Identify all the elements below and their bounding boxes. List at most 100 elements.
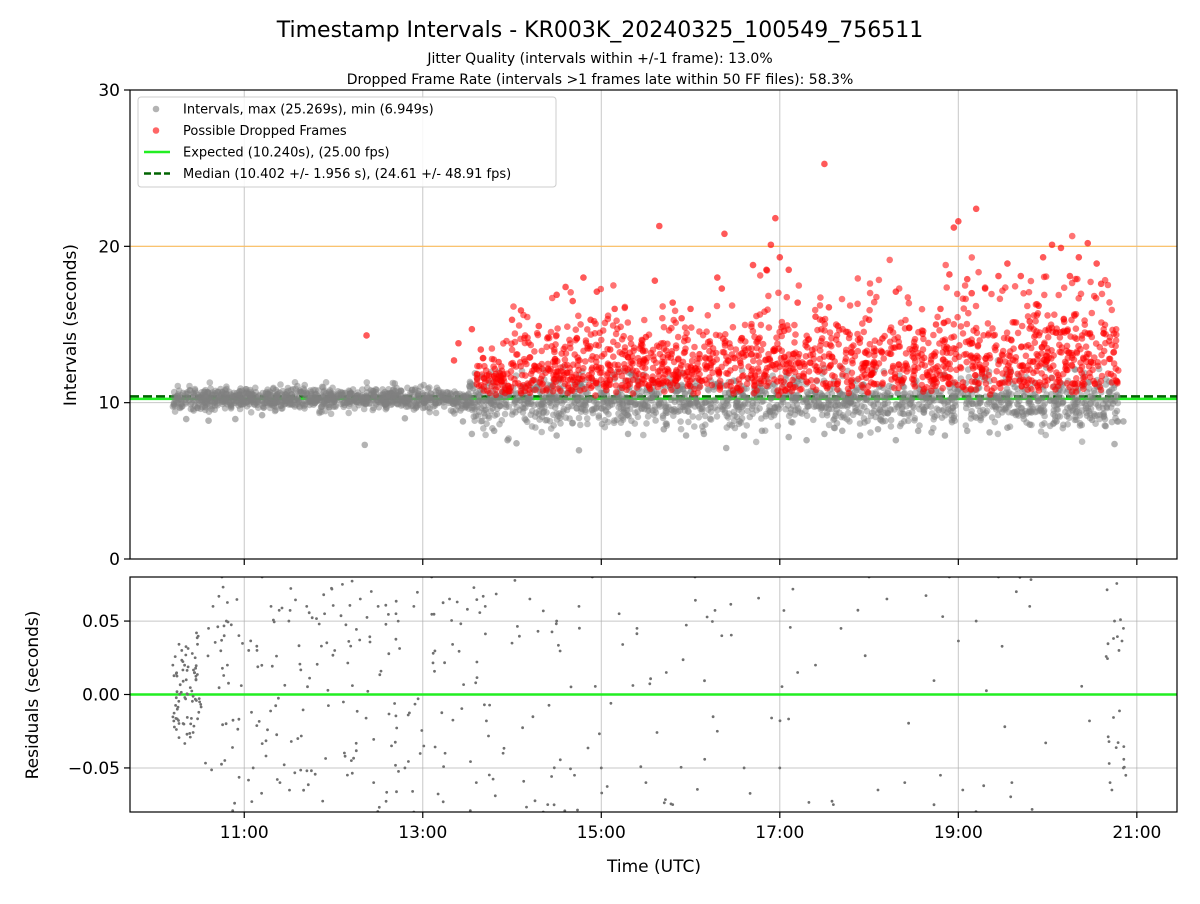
interval-point-cloud-1-741 xyxy=(767,395,775,402)
interval-point-cloud-1-1184 xyxy=(707,416,715,423)
residual-cloud-point-13 xyxy=(368,640,372,644)
dropped-frame-cloud-1338 xyxy=(969,354,976,362)
interval-point-cloud-0-791 xyxy=(308,400,316,407)
dropped-frame-point-68 xyxy=(1097,280,1105,288)
top-y-tick-label-1: 10 xyxy=(98,394,120,414)
residual-cloud-point-28 xyxy=(558,758,562,762)
dropped-frame-cloud-1476 xyxy=(1063,366,1070,374)
residual-cloud-point-17 xyxy=(648,682,652,686)
interval-point-cloud-1-1472 xyxy=(1022,407,1029,415)
interval-point-cloud-1-1354 xyxy=(1091,389,1098,397)
residual-cloud-point-258 xyxy=(191,694,195,698)
interval-point-cloud-1-1208 xyxy=(856,420,864,427)
dropped-frame-cloud-502 xyxy=(668,324,675,332)
residual-cloud-point-255 xyxy=(171,715,175,719)
interval-point-cloud-1-1325 xyxy=(615,404,622,411)
dropped-frame-cloud-1279 xyxy=(594,366,601,373)
dropped-frame-cloud-1022 xyxy=(549,388,557,395)
residual-cloud-point-103 xyxy=(190,652,194,655)
residual-cloud-point-335 xyxy=(175,717,179,721)
dropped-frame-cloud-1411 xyxy=(723,382,731,389)
dropped-frame-cloud-1242 xyxy=(889,362,897,370)
dropped-frame-point-10 xyxy=(562,283,569,291)
interval-point-cloud-0-879 xyxy=(195,391,202,399)
residual-cloud-point-272 xyxy=(1119,618,1122,622)
residual-cloud-point-300 xyxy=(1115,582,1119,585)
dropped-frame-cloud-1269 xyxy=(842,358,849,365)
interval-point-cloud-0-794 xyxy=(397,387,405,395)
dropped-frame-cloud-1125 xyxy=(1058,349,1065,356)
dropped-frame-cloud-1482 xyxy=(733,384,741,392)
dropped-frame-cloud-1044 xyxy=(696,383,704,391)
dropped-frame-cloud-1461 xyxy=(1036,362,1043,370)
interval-point-cloud-1-787 xyxy=(550,411,557,419)
residual-cloud-point-379 xyxy=(1044,741,1048,745)
dropped-frame-cloud-872 xyxy=(706,374,713,381)
dropped-frame-cloud-1351 xyxy=(918,356,926,364)
residual-cloud-point-56 xyxy=(631,684,635,687)
dropped-frame-point-17 xyxy=(624,354,632,361)
residual-cloud-point-6 xyxy=(255,724,259,727)
dropped-frame-cloud-1259 xyxy=(654,383,662,391)
dropped-frame-cloud-1078 xyxy=(1033,367,1040,375)
dropped-frame-cloud-689 xyxy=(1066,383,1073,391)
residual-point-35 xyxy=(796,671,800,674)
interval-point-cloud-1-1008 xyxy=(744,400,751,408)
dropped-frame-cloud-756 xyxy=(936,327,943,334)
residual-cloud-point-372 xyxy=(175,671,179,675)
residual-cloud-point-192 xyxy=(475,660,479,664)
interval-point-cloud-1-1000 xyxy=(693,397,700,404)
interval-point-cloud-1-550 xyxy=(894,389,901,397)
dropped-frame-cloud-465 xyxy=(649,364,657,372)
residual-cloud-point-364 xyxy=(195,636,199,640)
residual-cloud-point-351 xyxy=(513,579,517,582)
interval-point-cloud-1-520 xyxy=(480,425,487,432)
dropped-frame-cloud-1063 xyxy=(706,347,713,355)
dropped-frame-cloud-1480 xyxy=(878,349,885,356)
dropped-frame-cloud-567 xyxy=(741,321,749,329)
residual-cloud-point-371 xyxy=(306,685,309,689)
dropped-frame-cloud-1438 xyxy=(836,362,844,370)
residual-cloud-point-21 xyxy=(185,669,189,672)
dropped-frame-cloud-1452 xyxy=(642,364,649,372)
dropped-frame-cloud-472 xyxy=(1027,277,1035,285)
residual-cloud-point-294 xyxy=(413,702,417,706)
interval-point-cloud-0-648 xyxy=(322,379,330,386)
residual-cloud-point-175 xyxy=(907,721,910,725)
dropped-frame-cloud-1067 xyxy=(674,333,682,341)
interval-point-cloud-0-789 xyxy=(277,402,285,409)
residual-cloud-point-70 xyxy=(221,723,225,727)
dropped-frame-cloud-859 xyxy=(1097,378,1105,385)
residual-cloud-point-252 xyxy=(280,606,284,610)
residual-cloud-point-176 xyxy=(233,801,237,805)
residual-point-32 xyxy=(635,627,639,630)
dropped-frame-cloud-1363 xyxy=(817,294,824,301)
interval-point-cloud-1-1374 xyxy=(1069,407,1076,415)
dropped-frame-cloud-1481 xyxy=(1021,378,1028,386)
interval-point-cloud-1-189 xyxy=(1043,391,1050,398)
dropped-frame-cloud-967 xyxy=(1096,383,1103,391)
interval-point-cloud-0-758 xyxy=(231,399,238,406)
residual-cloud-point-327 xyxy=(393,702,396,705)
dropped-frame-cloud-547 xyxy=(652,359,660,367)
dropped-frame-cloud-1382 xyxy=(959,379,967,386)
dropped-frame-cloud-998 xyxy=(1000,334,1008,342)
dropped-frame-cloud-1448 xyxy=(846,302,854,309)
dropped-frame-cloud-1256 xyxy=(811,345,819,352)
residual-cloud-point-85 xyxy=(266,728,269,732)
dropped-frame-cloud-1328 xyxy=(1110,349,1117,356)
dropped-frame-cloud-865 xyxy=(554,357,561,365)
interval-point-cloud-1-1482 xyxy=(577,408,585,416)
dropped-frame-cloud-975 xyxy=(809,350,817,358)
interval-point-cloud-1-1224 xyxy=(1082,402,1090,410)
dropped-frame-cloud-1169 xyxy=(587,343,594,350)
dropped-frame-cloud-1423 xyxy=(557,376,565,383)
residual-cloud-point-223 xyxy=(468,809,472,812)
dropped-frame-cloud-1353 xyxy=(1091,354,1098,361)
dropped-frame-cloud-405 xyxy=(490,373,498,380)
dropped-frame-cloud-675 xyxy=(798,385,805,393)
interval-point-cloud-1-1219 xyxy=(590,398,598,405)
dropped-frame-cloud-1194 xyxy=(521,334,528,342)
residual-cloud-point-18 xyxy=(173,725,176,729)
dropped-frame-cloud-1107 xyxy=(1033,312,1041,319)
